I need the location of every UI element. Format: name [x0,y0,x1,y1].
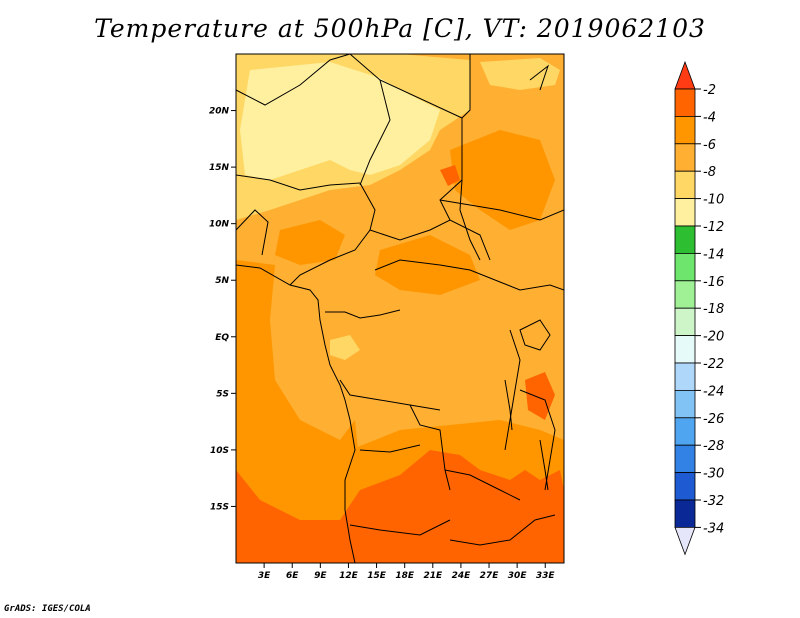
colorbar-label: -20 [703,330,724,345]
y-tick-label: 5N [215,276,229,286]
border-angola-drc-2 [359,444,421,453]
temp-patch-cool-northeast [480,58,560,90]
colorbar: -2 -4 -6 -8 -10 -12 -14 -16 -18 -20 -22 -24 -26 -28 -3… [674,60,724,556]
border-cameroon-gabon [325,309,401,319]
colorbar-segment [674,444,696,474]
lake-tanganyika [504,379,513,431]
y-tick-label: 15N [209,163,230,173]
x-tick-label: 6E [286,571,299,581]
colorbar-label: -32 [703,494,724,509]
colorbar-label: -6 [703,138,716,153]
colorbar-label: -26 [703,412,724,427]
colorbar-label: -16 [703,275,724,290]
map-frame [235,53,565,564]
longitude-axis: 3E 6E 9E 12E 15E 18E 21E 24E 27E 30E 33E [258,563,556,581]
temp-patch-warmest-south [236,450,564,563]
x-tick-label: 3E [258,571,271,581]
y-tick-label: 10S [210,446,229,456]
colorbar-segment [674,307,696,337]
x-tick-label: 21E [423,571,443,581]
colorbar-segment [674,116,696,145]
latitude-axis: 20N 15N 10N 5N EQ 5S 10S 15S [209,107,236,512]
temp-patch-warmest-north [440,165,460,186]
temp-patch-warm-central [375,235,480,295]
colorbar-segment [674,198,696,227]
x-tick-label: 9E [314,571,327,581]
colorbar-segment [674,280,696,309]
x-tick-label: 24E [452,571,472,581]
coastline-west-africa [236,264,356,563]
x-tick-label: 15E [367,571,387,581]
border-mozambique [449,514,556,546]
border-zambia [444,469,521,501]
x-tick-label: 12E [339,571,359,581]
x-tick-label: 33E [536,571,556,581]
lake-malawi [539,439,549,491]
temp-patch-cool-equator [330,335,360,360]
temp-patch-warm-nigeria [275,220,345,265]
colorbar-bottom-triangle [674,527,696,556]
border-guinea-gulf [236,209,269,256]
colorbar-top-triangle [674,60,696,90]
colorbar-label: -4 [703,110,716,125]
colorbar-segment [674,143,696,172]
colorbar-label: -14 [703,247,724,262]
grads-credit: GrADS: IGES/COLA [4,604,91,614]
y-tick-label: 20N [209,107,230,117]
colorbar-label: -24 [703,384,724,399]
border-chad-sudan [459,179,481,261]
border-niger-nigeria [236,174,361,191]
border-angola-namibia [349,519,451,536]
colorbar-label: -10 [703,193,724,208]
colorbar-label: -2 [703,83,716,98]
border-chad-car [369,219,491,261]
colorbar-segment [674,335,696,364]
colorbar-segment [674,225,696,254]
map-title: Temperature at 500hPa [C], VT: 201906210… [94,14,706,43]
border-tanzania [519,389,556,491]
border-nigeria-cameroon [289,182,376,286]
colorbar-label: -12 [703,220,724,235]
colorbar-label: -8 [703,165,716,180]
colorbar-segment [674,252,696,282]
border-drc-angola [409,404,451,491]
colorbar-segment [674,389,696,419]
border-drc-west [339,379,441,411]
colorbar-segment [674,417,696,446]
x-tick-label: 18E [395,571,415,581]
colorbar-segment [674,472,696,501]
country-borders [236,54,564,563]
temperature-map [236,54,564,563]
y-tick-label: 15S [210,502,229,512]
border-sudan-ssudan [439,199,564,221]
colorbar-label: -18 [703,302,724,317]
border-libya-egypt [461,54,471,119]
coastline-red-sea [529,64,549,91]
y-tick-label: 10N [209,220,230,230]
x-tick-label: 27E [480,571,500,581]
y-tick-label: 5S [216,389,229,399]
colorbar-segment [674,499,696,528]
colorbar-label: -30 [703,467,724,482]
lake-victoria [519,319,551,351]
colorbar-label: -22 [703,357,724,372]
border-ssudan-south [494,279,564,291]
colorbar-segment [674,362,696,391]
border-east-lakes [504,329,521,451]
y-tick-label: EQ [215,333,229,343]
colorbar-label: -34 [703,521,724,536]
x-tick-label: 30E [508,571,528,581]
temp-patch-warm-northeast [450,130,555,230]
temp-patch-coldest [240,62,440,180]
border-libya-niger [349,54,391,186]
colorbar-segment [674,170,696,199]
border-algeria-niger [236,54,351,106]
colorbar-label: -28 [703,439,724,454]
colorbar-segment [674,88,696,117]
border-car-south [374,259,496,281]
